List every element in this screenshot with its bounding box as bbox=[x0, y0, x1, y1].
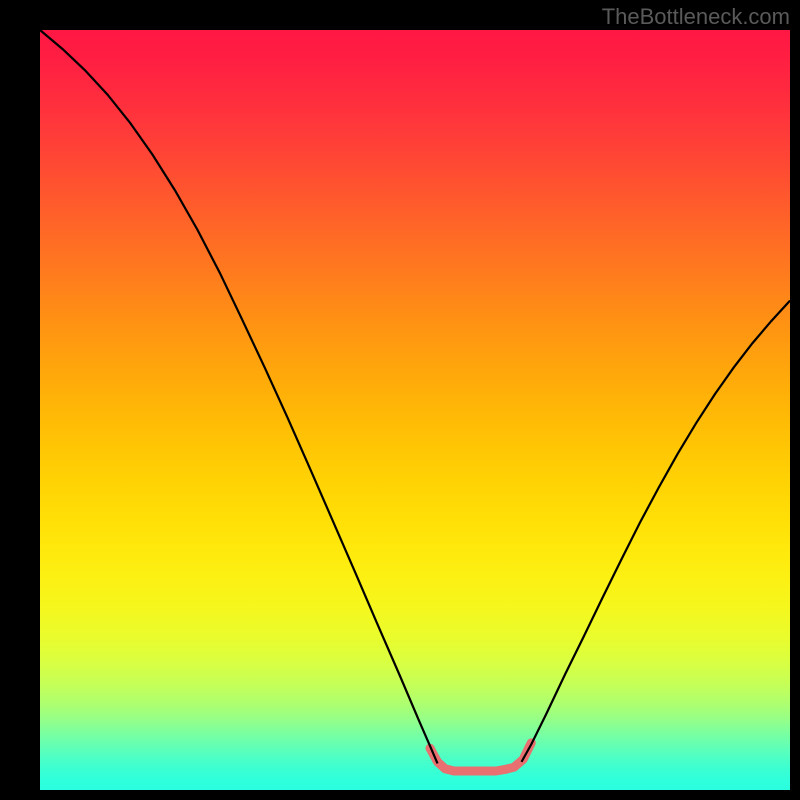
plot-area bbox=[40, 30, 790, 790]
gradient-background bbox=[40, 30, 790, 790]
chart-container: TheBottleneck.com bbox=[0, 0, 800, 800]
watermark-text: TheBottleneck.com bbox=[602, 4, 790, 30]
